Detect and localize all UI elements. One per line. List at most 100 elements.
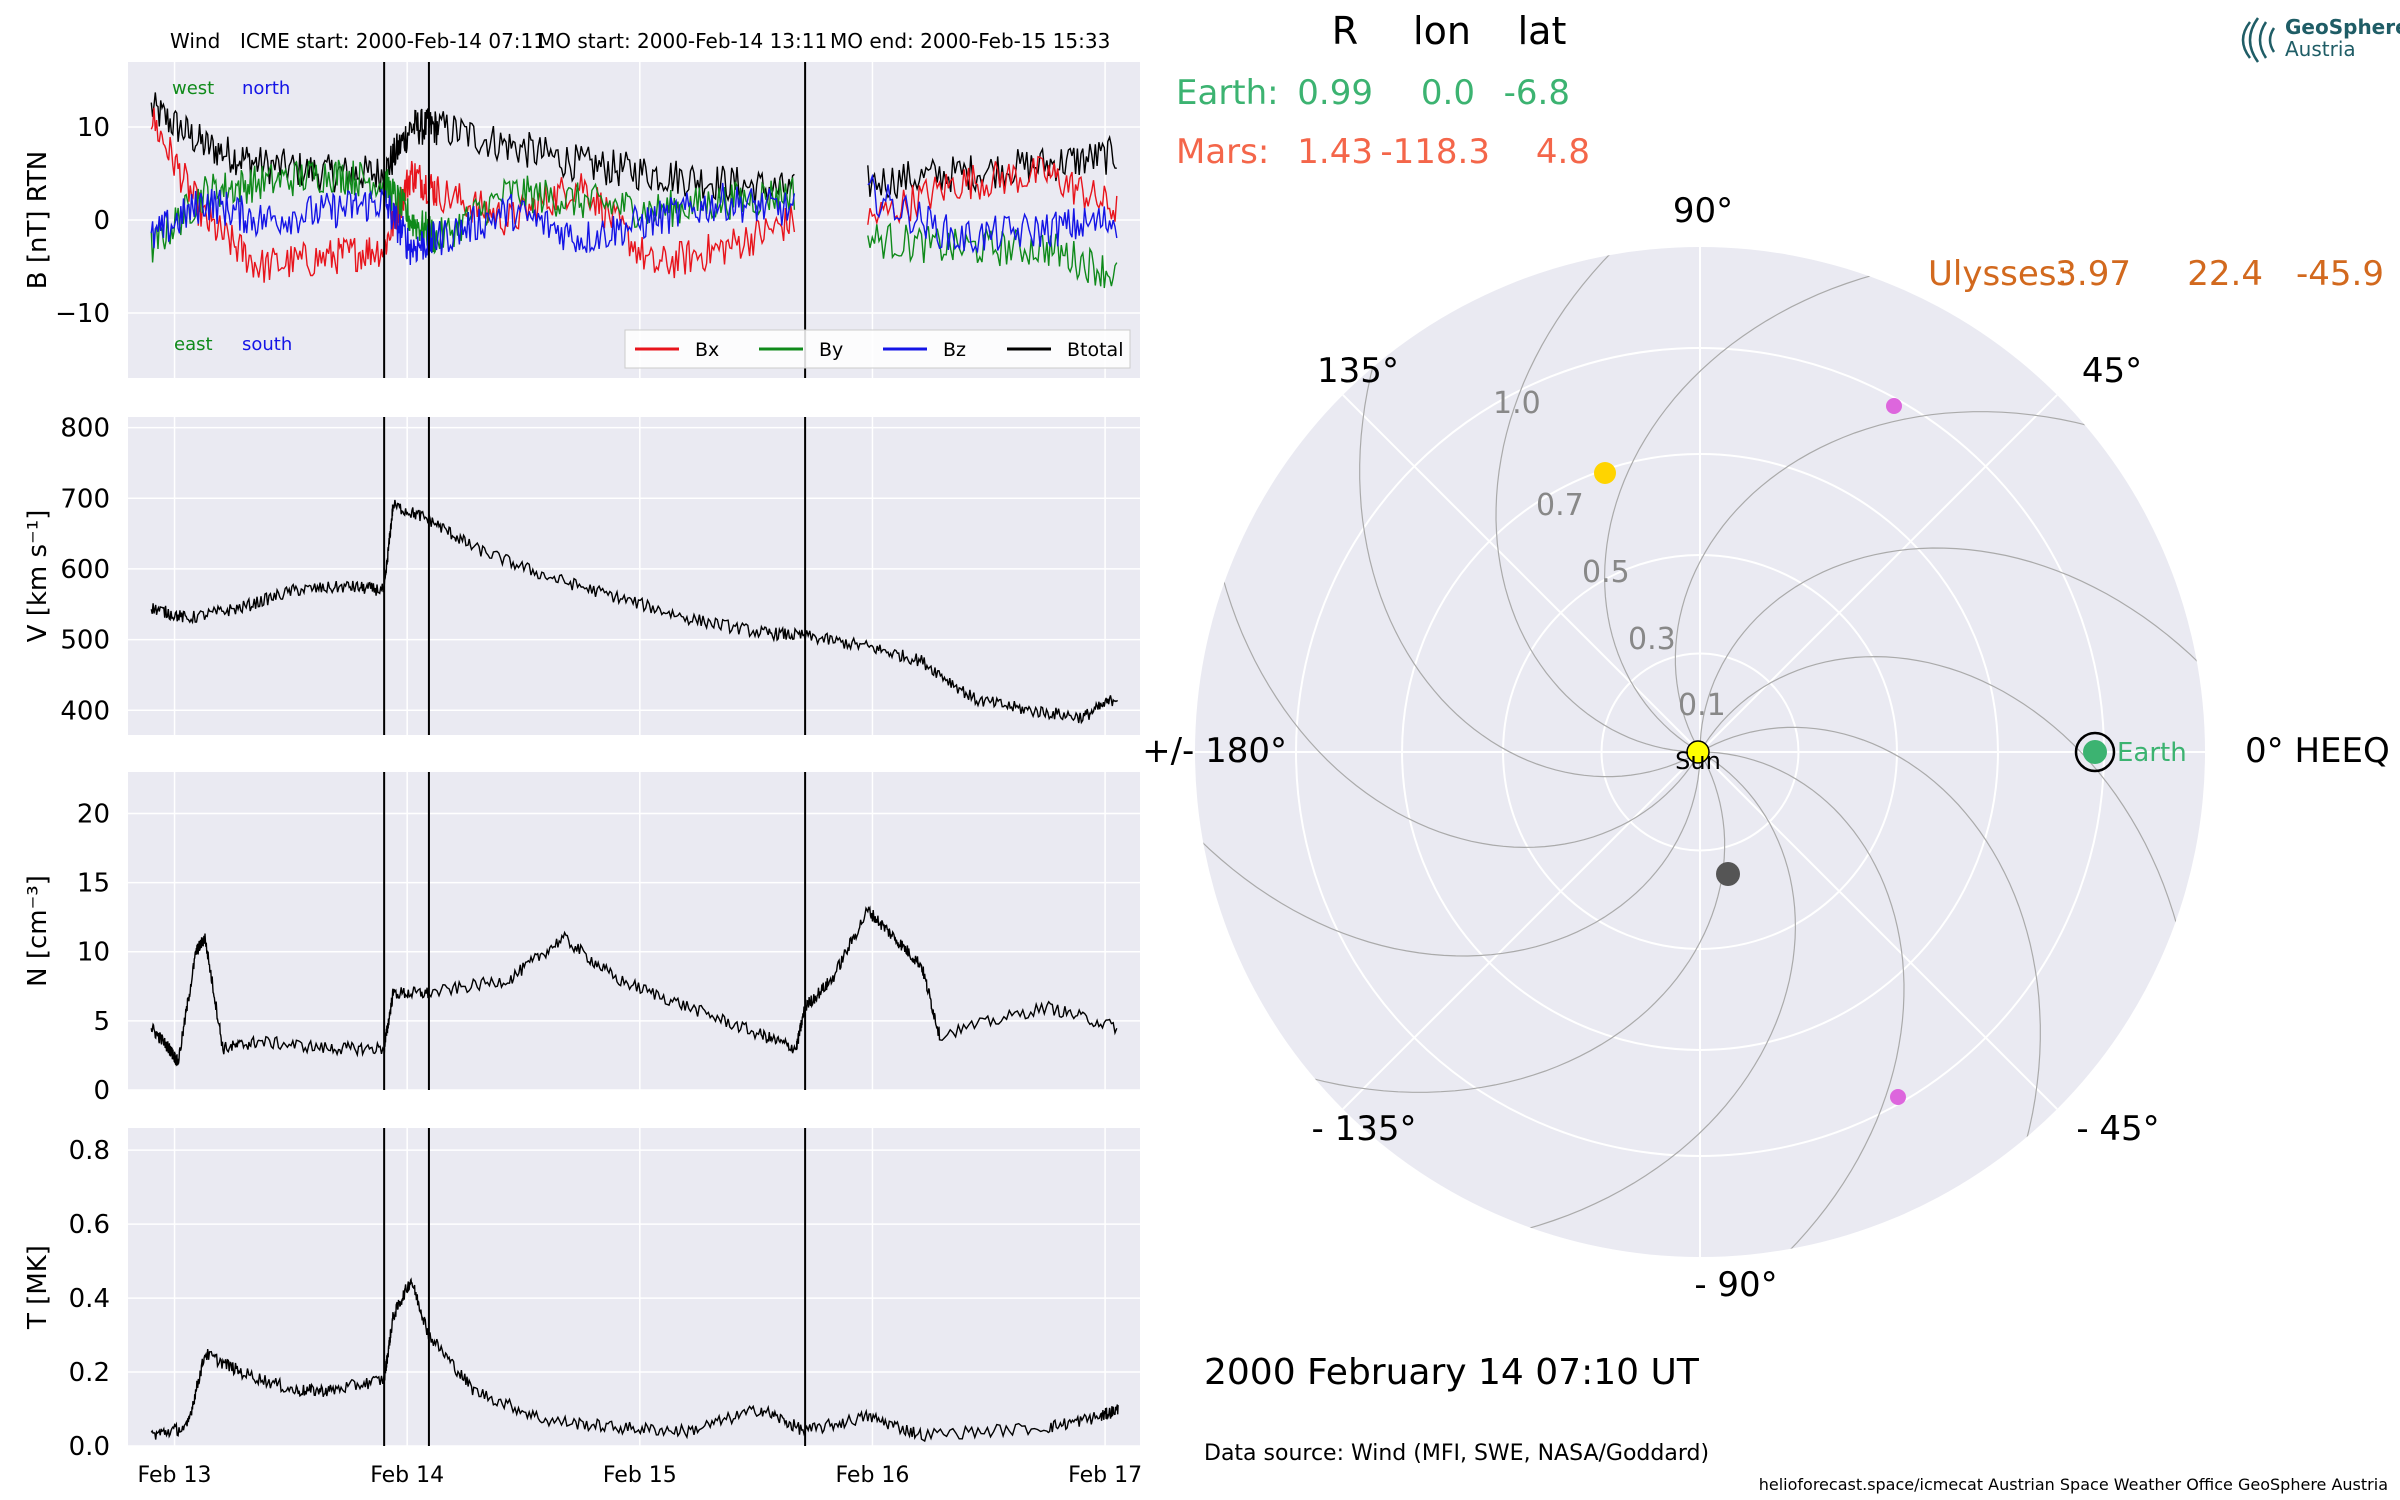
mo-start-label: MO start: 2000-Feb-14 13:11 (538, 29, 827, 53)
header-lon: lon (1413, 9, 1471, 53)
earth-name: Earth: (1176, 73, 1279, 113)
parker-spiral-line (1699, 726, 2041, 1257)
y-tick-label: 500 (60, 626, 110, 656)
logo-text-line1: GeoSphere (2285, 15, 2400, 39)
mars-r: 1.43 (1297, 132, 1373, 172)
radial-label-0-7: 0.7 (1536, 488, 1584, 523)
spacecraft-marker-upper (1886, 398, 1902, 414)
planet-marker-yellow (1594, 462, 1616, 484)
angle-label-90: 90° (1673, 191, 1733, 231)
y-tick-label: 0 (93, 1076, 110, 1106)
y-tick-label: 15 (77, 869, 110, 899)
y-tick-label: 0.8 (69, 1136, 110, 1166)
parker-spiral-line (1195, 469, 1701, 957)
ulysses-lat: -45.9 (2296, 254, 2384, 294)
ulysses-lon: 22.4 (2187, 254, 2263, 294)
y-tick-label: 800 (60, 414, 110, 444)
icme-start-label: ICME start: 2000-Feb-14 07:11 (240, 29, 546, 53)
annotation-north: north (242, 78, 290, 99)
mo-end-label: MO end: 2000-Feb-15 15:33 (830, 29, 1110, 53)
x-tick-label: Feb 16 (835, 1463, 909, 1488)
y-tick-label: 400 (60, 696, 110, 726)
mars-lat: 4.8 (1536, 132, 1590, 172)
y-tick-label: 0 (93, 206, 110, 236)
angle-label-45: 45° (2082, 351, 2142, 391)
y-tick-label: 10 (77, 938, 110, 968)
logo-icon (2241, 17, 2276, 63)
angle-label-minus-90: - 90° (1694, 1265, 1777, 1305)
y-axis-label: V [km s⁻¹] (23, 510, 53, 643)
y-tick-label: −10 (55, 299, 110, 329)
panel-t: Feb 13 Feb 14 Feb 15 Feb 16 Feb 17 0.8 0.6 0.4 0… (23, 1128, 1142, 1488)
angular-gridline (1699, 751, 2058, 1110)
panel-b: 10 0 −10B [nT] RTN west north east south Bx By Bz… (23, 62, 1140, 378)
legend: Bx By Bz Btotal (624, 329, 1131, 369)
x-tick-label: Feb 13 (138, 1463, 212, 1488)
earth-marker (2083, 740, 2107, 764)
earth-lat: -6.8 (1504, 73, 1570, 113)
angular-gridline (1342, 394, 1701, 753)
angle-label-minus-45: - 45° (2076, 1109, 2159, 1149)
x-tick-label: Feb 15 (603, 1463, 677, 1488)
annotation-west: west (172, 78, 214, 99)
credits-label: helioforecast.space/icmecat Austrian Spa… (1759, 1475, 2388, 1494)
radial-label-0-1: 0.1 (1678, 688, 1726, 723)
y-tick-label: 10 (77, 113, 110, 143)
data-source-label: Data source: Wind (MFI, SWE, NASA/Goddar… (1204, 1441, 1709, 1466)
y-tick-label: 0.0 (69, 1432, 110, 1462)
legend-label: By (819, 339, 843, 361)
radial-label-0-3: 0.3 (1628, 622, 1676, 657)
spacecraft-marker-lower (1890, 1089, 1906, 1105)
parker-spiral-line (1699, 547, 2205, 1035)
panel-v: 800 700 600 500 400 V [km s⁻¹] (23, 414, 1140, 735)
mars-name: Mars: (1176, 132, 1269, 172)
header-lat: lat (1518, 9, 1567, 53)
parker-spiral-line (1495, 247, 1983, 753)
legend-label: Bz (943, 339, 966, 361)
y-tick-label: 0.6 (69, 1210, 110, 1240)
sun-label: Sun (1675, 747, 1721, 775)
panel-background (128, 772, 1140, 1090)
series-line-n (150, 905, 1118, 1067)
legend-label: Bx (695, 339, 719, 361)
earth-label: Earth (2117, 738, 2187, 768)
series-line-t (150, 1277, 1119, 1443)
parker-spiral-line (1417, 751, 1905, 1257)
y-tick-label: 0.4 (69, 1284, 110, 1314)
y-tick-label: 0.2 (69, 1358, 110, 1388)
parker-spiral-line (1674, 411, 2205, 753)
earth-lon: 0.0 (1421, 73, 1475, 113)
series-line-bz (150, 173, 1118, 266)
panel-background (128, 417, 1140, 735)
panel-n: 20 15 10 5 0 N [cm⁻³] (23, 772, 1140, 1106)
x-tick-label: Feb 14 (370, 1463, 444, 1488)
y-axis-label: N [cm⁻³] (23, 875, 53, 987)
sun-marker (1686, 740, 1710, 764)
polar-plot: 1.0 0.7 0.5 0.3 0.1 90° 45° 0° HEEQ - 45… (1142, 191, 2390, 1305)
timeseries-panels: 10 0 −10B [nT] RTN west north east south Bx By Bz… (23, 62, 1142, 1488)
radial-label-0-5: 0.5 (1582, 555, 1630, 590)
y-tick-label: 5 (93, 1007, 110, 1037)
polar-grid (1195, 247, 2205, 1257)
legend-label: Btotal (1067, 339, 1123, 361)
angle-label-135: 135° (1317, 351, 1399, 391)
ulysses-name: Ulysses: (1928, 254, 2068, 294)
earth-ring (2074, 731, 2116, 773)
radial-label-1-0: 1.0 (1493, 386, 1541, 421)
angle-label-0-heeq: 0° HEEQ (2245, 731, 2390, 771)
angle-label-minus-135: - 135° (1312, 1109, 1417, 1149)
logo-text-line2: Austria (2285, 37, 2356, 61)
y-axis-label: B [nT] RTN (23, 151, 53, 290)
angular-gridline (1699, 394, 2058, 753)
y-axis-label: T [MK] (23, 1245, 53, 1330)
panel-background (128, 1128, 1140, 1446)
annotation-south: south (242, 334, 292, 355)
y-tick-label: 600 (60, 555, 110, 585)
datetime-label: 2000 February 14 07:10 UT (1204, 1352, 1700, 1393)
y-tick-label: 700 (60, 484, 110, 514)
angle-label-180: +/- 180° (1142, 731, 1287, 771)
header-r: R (1332, 9, 1358, 53)
mars-lon: -118.3 (1380, 132, 1490, 172)
y-tick-label: 20 (77, 799, 110, 829)
